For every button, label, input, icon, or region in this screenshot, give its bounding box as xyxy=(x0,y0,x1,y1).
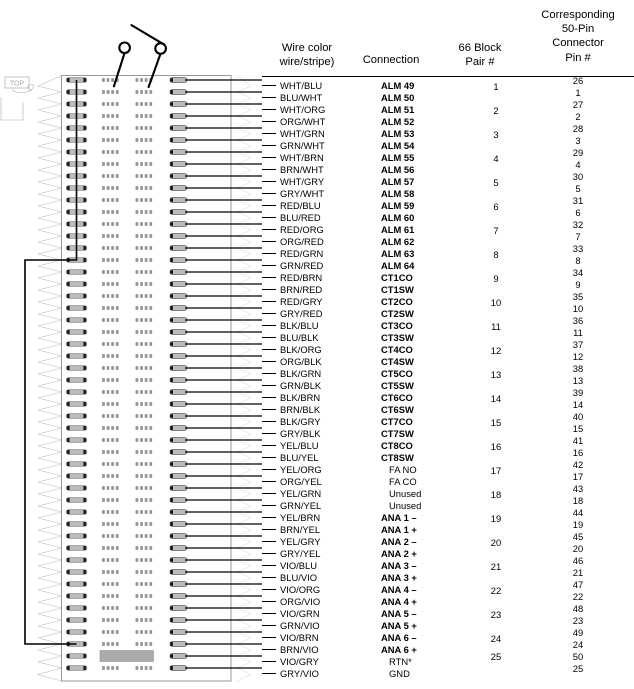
svg-text:TOP: TOP xyxy=(10,81,25,88)
